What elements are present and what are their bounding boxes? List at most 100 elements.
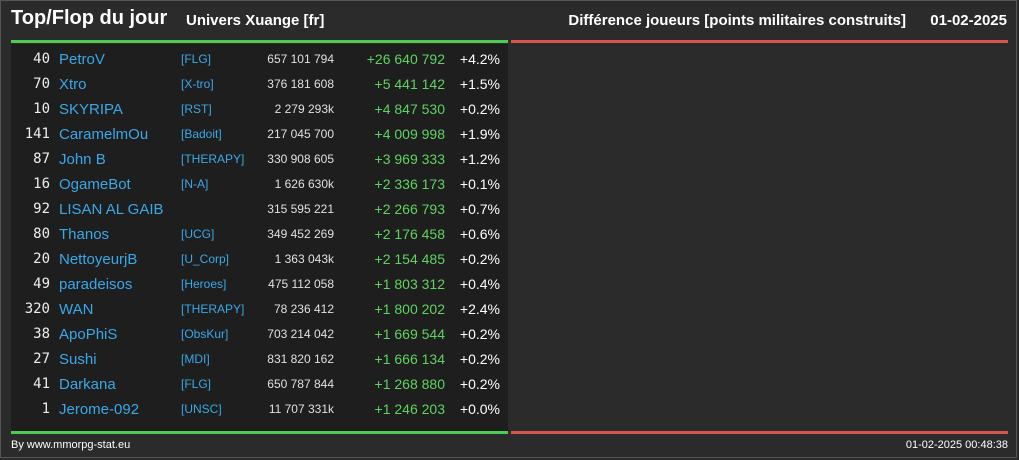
player-row: 20 NettoyeurjB [U_Corp] 1 363 043k +2 154 48… bbox=[11, 247, 508, 272]
percent-change: +0.7% bbox=[459, 201, 500, 217]
player-name-link[interactable]: Darkana bbox=[59, 376, 116, 393]
alliance-tag-link[interactable]: [RST] bbox=[181, 102, 212, 116]
player-points: 349 452 269 bbox=[267, 227, 334, 241]
player-name-link[interactable]: LISAN AL GAIB bbox=[59, 201, 164, 218]
player-rank: 40 bbox=[33, 51, 50, 67]
player-points: 657 101 794 bbox=[267, 52, 334, 66]
percent-change: +1.5% bbox=[459, 76, 500, 92]
player-points: 475 112 058 bbox=[268, 277, 334, 291]
points-difference: +2 154 485 bbox=[374, 251, 445, 267]
player-points: 1 363 043k bbox=[274, 252, 334, 266]
flop-bar-upper bbox=[511, 40, 1008, 43]
percent-change: +1.9% bbox=[459, 126, 500, 142]
universe-label: Univers Xuange [fr] bbox=[186, 12, 325, 29]
points-difference: +1 669 544 bbox=[374, 326, 445, 342]
player-row: 41 Darkana [FLG] 650 787 844 +1 268 880 +0.2% bbox=[11, 372, 508, 397]
player-row: 70 Xtro [X-tro] 376 181 608 +5 441 142 +1.5% bbox=[11, 72, 508, 97]
player-points: 2 279 293k bbox=[274, 102, 334, 116]
percent-change: +0.2% bbox=[459, 251, 500, 267]
player-name-link[interactable]: NettoyeurjB bbox=[59, 251, 138, 268]
player-row: 80 Thanos [UCG] 349 452 269 +2 176 458 +0.6% bbox=[11, 222, 508, 247]
points-difference: +1 268 880 bbox=[374, 376, 445, 392]
player-name-link[interactable]: paradeisos bbox=[59, 276, 133, 293]
top-bar-lower bbox=[11, 431, 508, 434]
player-name-link[interactable]: Thanos bbox=[59, 226, 110, 243]
percent-change: +0.2% bbox=[459, 351, 500, 367]
percent-change: +0.4% bbox=[459, 276, 500, 292]
player-rank: 70 bbox=[33, 76, 50, 92]
alliance-tag-link[interactable]: [MDI] bbox=[181, 352, 210, 366]
player-name-link[interactable]: OgameBot bbox=[59, 176, 131, 193]
player-points: 703 214 042 bbox=[267, 327, 334, 341]
flop-bar-lower bbox=[511, 431, 1008, 434]
percent-change: +4.2% bbox=[459, 51, 500, 67]
alliance-tag-link[interactable]: [FLG] bbox=[181, 377, 212, 391]
player-name-link[interactable]: Sushi bbox=[59, 351, 97, 368]
points-difference: +26 640 792 bbox=[366, 51, 445, 67]
player-row: 49 paradeisos [Heroes] 475 112 058 +1 803 31… bbox=[11, 272, 508, 297]
alliance-tag-link[interactable]: [THERAPY] bbox=[181, 302, 245, 316]
player-name-link[interactable]: PetroV bbox=[59, 51, 105, 68]
points-difference: +2 266 793 bbox=[374, 201, 445, 217]
alliance-tag-link[interactable]: [ObsKur] bbox=[181, 327, 229, 341]
player-row: 87 John B [THERAPY] 330 908 605 +3 969 333 +1… bbox=[11, 147, 508, 172]
percent-change: +0.2% bbox=[459, 326, 500, 342]
percent-change: +0.6% bbox=[459, 226, 500, 242]
player-points: 376 181 608 bbox=[267, 77, 334, 91]
points-difference: +1 246 203 bbox=[374, 401, 445, 417]
player-name-link[interactable]: ApoPhiS bbox=[59, 326, 118, 343]
player-points: 650 787 844 bbox=[267, 377, 334, 391]
percent-change: +0.2% bbox=[459, 101, 500, 117]
points-difference: +3 969 333 bbox=[374, 151, 445, 167]
player-name-link[interactable]: CaramelmOu bbox=[59, 126, 149, 143]
player-row: 16 OgameBot [N-A] 1 626 630k +2 336 173 +0.1% bbox=[11, 172, 508, 197]
player-points: 831 820 162 bbox=[267, 352, 334, 366]
page-title: Top/Flop du jour bbox=[11, 7, 168, 29]
alliance-tag-link[interactable]: [Badoit] bbox=[181, 127, 222, 141]
points-difference: +4 009 998 bbox=[374, 126, 445, 142]
player-name-link[interactable]: Jerome-092 bbox=[59, 401, 140, 418]
site-credit: By www.mmorpg-stat.eu bbox=[11, 439, 131, 451]
points-difference: +4 847 530 bbox=[374, 101, 445, 117]
player-name-link[interactable]: WAN bbox=[59, 301, 94, 318]
player-row: 320 WAN [THERAPY] 78 236 412 +1 800 202 +2.4% bbox=[11, 297, 508, 322]
points-difference: +5 441 142 bbox=[374, 76, 445, 92]
player-row: 27 Sushi [MDI] 831 820 162 +1 666 134 +0.2% bbox=[11, 347, 508, 372]
alliance-tag-link[interactable]: [N-A] bbox=[181, 177, 209, 191]
player-rank: 80 bbox=[33, 226, 50, 242]
player-row: 40 PetroV [FLG] 657 101 794 +26 640 792 +4.2% bbox=[11, 47, 508, 72]
player-name-link[interactable]: SKYRIPA bbox=[59, 101, 123, 118]
top-players-panel: 40 PetroV [FLG] 657 101 794 +26 640 792 +4.2%… bbox=[11, 44, 508, 431]
alliance-tag-link[interactable]: [THERAPY] bbox=[181, 152, 245, 166]
player-row: 92 LISAN AL GAIB 315 595 221 +2 266 793 +0.7… bbox=[11, 197, 508, 222]
report-date: 01-02-2025 bbox=[930, 12, 1007, 29]
flop-players-panel bbox=[511, 44, 1008, 431]
player-name-link[interactable]: John B bbox=[59, 151, 106, 168]
alliance-tag-link[interactable]: [X-tro] bbox=[181, 77, 214, 91]
player-rank: 27 bbox=[33, 351, 50, 367]
player-name-link[interactable]: Xtro bbox=[59, 76, 87, 93]
player-points: 330 908 605 bbox=[267, 152, 334, 166]
player-row: 141 CaramelmOu [Badoit] 217 045 700 +4 009 9… bbox=[11, 122, 508, 147]
player-rank: 16 bbox=[33, 176, 50, 192]
player-rank: 41 bbox=[33, 376, 50, 392]
alliance-tag-link[interactable]: [UCG] bbox=[181, 227, 215, 241]
points-difference: +2 176 458 bbox=[374, 226, 445, 242]
player-rank: 1 bbox=[41, 401, 50, 417]
player-points: 1 626 630k bbox=[274, 177, 334, 191]
alliance-tag-link[interactable]: [FLG] bbox=[181, 52, 212, 66]
points-difference: +1 800 202 bbox=[374, 301, 445, 317]
percent-change: +2.4% bbox=[459, 301, 500, 317]
player-rank: 141 bbox=[24, 126, 50, 142]
points-difference: +2 336 173 bbox=[374, 176, 445, 192]
player-row: 38 ApoPhiS [ObsKur] 703 214 042 +1 669 544 +0… bbox=[11, 322, 508, 347]
ranking-subtitle: Différence joueurs [points militaires co… bbox=[568, 12, 906, 29]
alliance-tag-link[interactable]: [UNSC] bbox=[181, 402, 222, 416]
points-difference: +1 803 312 bbox=[374, 276, 445, 292]
alliance-tag-link[interactable]: [U_Corp] bbox=[181, 252, 230, 266]
player-rank: 87 bbox=[33, 151, 50, 167]
alliance-tag-link[interactable]: [Heroes] bbox=[181, 277, 227, 291]
player-rank: 38 bbox=[33, 326, 50, 342]
percent-change: +0.1% bbox=[459, 176, 500, 192]
